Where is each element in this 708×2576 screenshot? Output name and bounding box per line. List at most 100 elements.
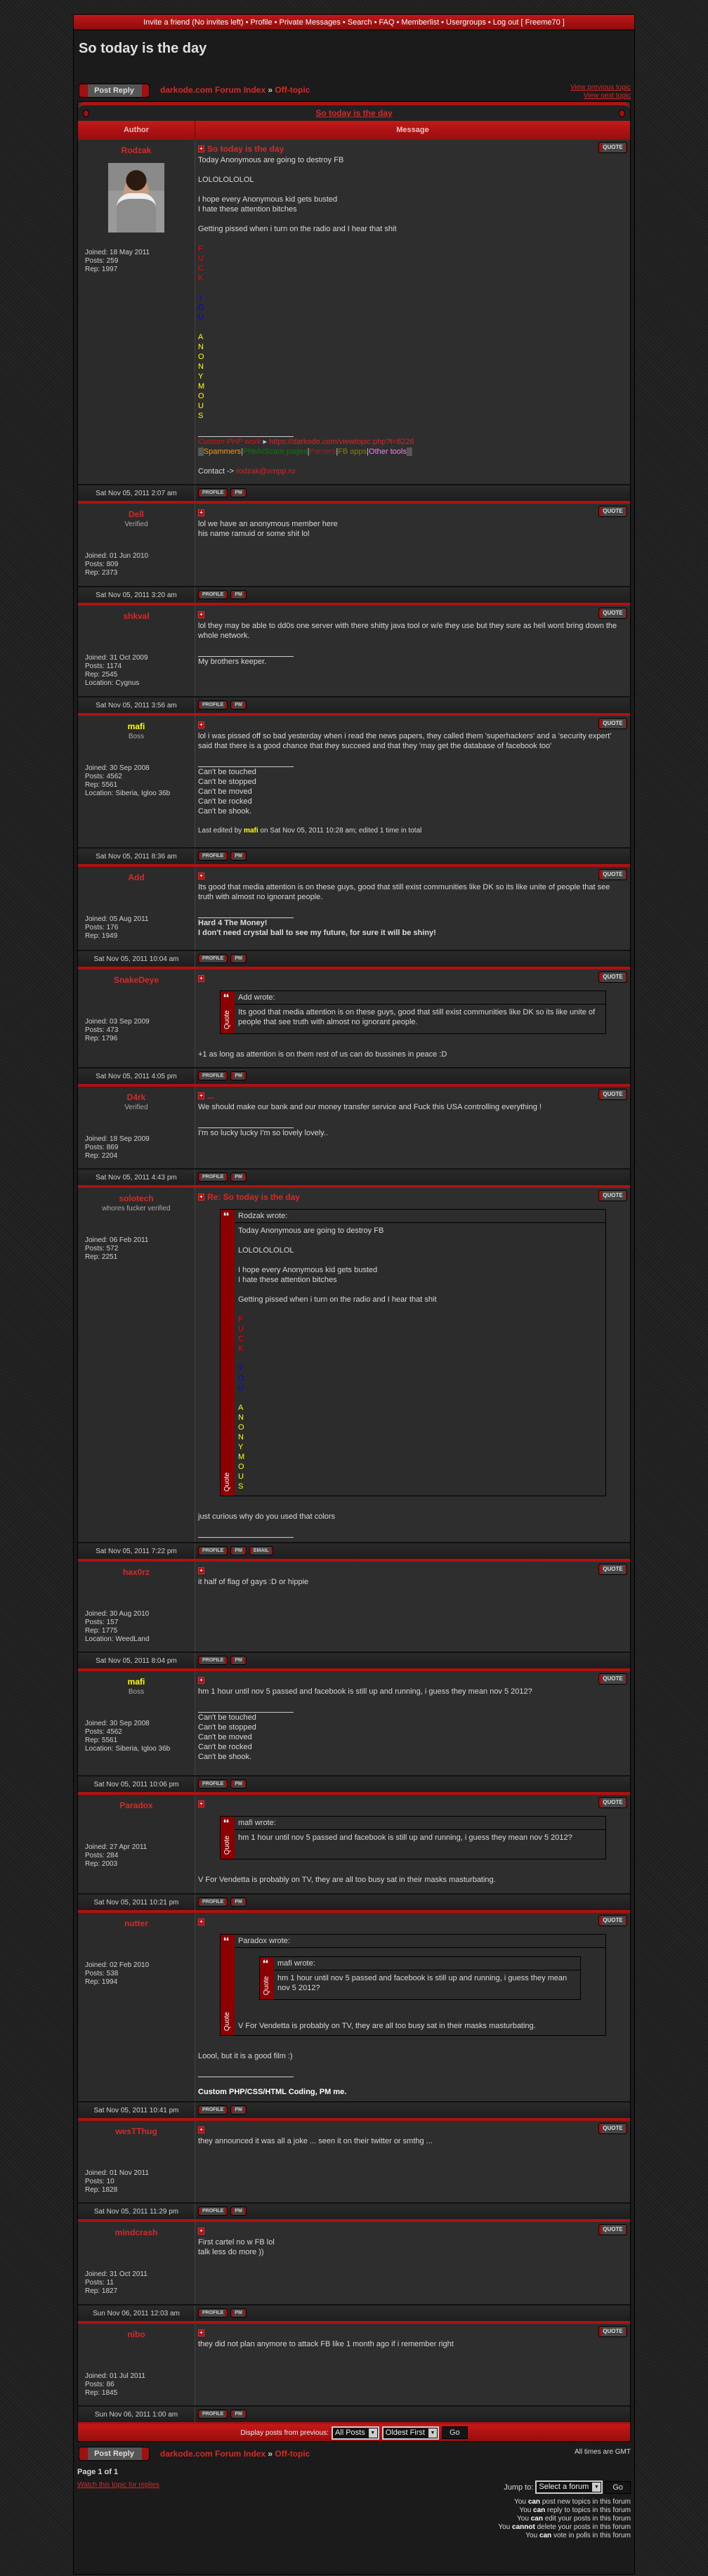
nav-link-private-messages[interactable]: Private Messages xyxy=(279,18,341,27)
profile-button[interactable]: PROFILE xyxy=(198,590,228,599)
quote-button[interactable]: QUOTE xyxy=(598,2224,627,2235)
post-range-select[interactable]: All Posts ▼ xyxy=(331,2426,379,2440)
quote-button[interactable]: QUOTE xyxy=(598,1797,627,1808)
post-icon[interactable]: + xyxy=(198,2228,204,2235)
quote-button[interactable]: QUOTE xyxy=(598,869,627,880)
quote-button[interactable]: QUOTE xyxy=(598,718,627,729)
profile-button[interactable]: PROFILE xyxy=(198,2308,228,2317)
quote-button[interactable]: QUOTE xyxy=(598,608,627,619)
author-name[interactable]: Rodzak xyxy=(121,145,152,155)
profile-button[interactable]: PROFILE xyxy=(198,1779,228,1789)
pm-button[interactable]: PM xyxy=(230,1071,247,1080)
author-name[interactable]: wesTThug xyxy=(115,2126,157,2136)
profile-button[interactable]: PROFILE xyxy=(198,1656,228,1665)
post-icon[interactable]: + xyxy=(198,509,204,516)
watch-topic-link[interactable]: Watch this topic for replies xyxy=(77,2481,159,2489)
pm-button[interactable]: PM xyxy=(230,488,247,497)
email-button[interactable]: EMAIL xyxy=(249,1546,273,1555)
profile-button[interactable]: PROFILE xyxy=(198,954,228,963)
post-icon[interactable]: + xyxy=(198,2329,204,2336)
post-icon[interactable]: + xyxy=(198,1092,204,1099)
author-name[interactable]: nutter xyxy=(124,1918,148,1928)
profile-button[interactable]: PROFILE xyxy=(198,1071,228,1080)
profile-button[interactable]: PROFILE xyxy=(198,700,228,710)
pm-button[interactable]: PM xyxy=(230,700,247,710)
profile-button[interactable]: PROFILE xyxy=(198,488,228,497)
quote-button[interactable]: QUOTE xyxy=(598,1190,627,1201)
jump-go-button[interactable]: Go xyxy=(605,2480,631,2494)
pm-button[interactable]: PM xyxy=(230,2308,247,2317)
pm-button[interactable]: PM xyxy=(230,2410,247,2419)
breadcrumb-forum[interactable]: Off-topic xyxy=(275,85,310,95)
author-name[interactable]: hax0rz xyxy=(122,1567,150,1577)
nav-link-invite-a-friend-no-invites-left[interactable]: Invite a friend (No invites left) xyxy=(143,18,244,27)
pm-button[interactable]: PM xyxy=(230,590,247,599)
pm-button[interactable]: PM xyxy=(230,1546,247,1555)
post: solotech whores fucker verified Joined: 06… xyxy=(78,1185,630,1559)
post-icon[interactable]: + xyxy=(198,1677,204,1684)
author-name[interactable]: SnakeDeye xyxy=(113,975,159,985)
author-name[interactable]: nibo xyxy=(127,2329,145,2339)
post-icon[interactable]: + xyxy=(198,721,204,728)
profile-button[interactable]: PROFILE xyxy=(198,2105,228,2114)
post-icon[interactable]: + xyxy=(198,1567,204,1574)
quote-button[interactable]: QUOTE xyxy=(598,2326,627,2337)
post-icon[interactable]: + xyxy=(198,975,204,982)
nav-link-search[interactable]: Search xyxy=(347,18,372,27)
post-order-select[interactable]: Oldest First ▼ xyxy=(381,2426,439,2440)
view-previous-topic-link[interactable]: View previous topic xyxy=(570,84,631,91)
author-name[interactable]: shkval xyxy=(123,611,150,621)
pm-button[interactable]: PM xyxy=(230,2105,247,2114)
pm-button[interactable]: PM xyxy=(230,1656,247,1665)
author-name[interactable]: solotech xyxy=(119,1194,154,1203)
quote-button[interactable]: QUOTE xyxy=(598,2123,627,2134)
post-icon[interactable]: + xyxy=(198,872,204,880)
quote-button[interactable]: QUOTE xyxy=(598,1915,627,1926)
profile-button[interactable]: PROFILE xyxy=(198,1546,228,1555)
breadcrumb-forum-index[interactable]: darkode.com Forum Index xyxy=(160,2449,266,2459)
post-icon[interactable]: + xyxy=(198,611,204,618)
breadcrumb-forum-index[interactable]: darkode.com Forum Index xyxy=(160,85,266,95)
post-icon[interactable]: + xyxy=(198,1918,204,1926)
nav-link-log-out-freeme70[interactable]: Log out [ Freeme70 ] xyxy=(492,18,565,27)
quote-button[interactable]: QUOTE xyxy=(598,506,627,517)
post-reply-button[interactable]: Post Reply xyxy=(79,2447,150,2461)
pm-button[interactable]: PM xyxy=(230,1779,247,1789)
nav-link-usergroups[interactable]: Usergroups xyxy=(446,18,486,27)
author-name[interactable]: D4rk xyxy=(126,1092,146,1102)
nav-link-faq[interactable]: FAQ xyxy=(379,18,395,27)
post-icon[interactable]: + xyxy=(198,145,204,152)
author-name[interactable]: Add xyxy=(128,872,145,882)
jump-forum-select[interactable]: Select a forum ▼ xyxy=(535,2480,603,2494)
author-name[interactable]: Paradox xyxy=(119,1800,153,1810)
quote-button[interactable]: QUOTE xyxy=(598,1089,627,1100)
pm-button[interactable]: PM xyxy=(230,1172,247,1182)
post-icon[interactable]: + xyxy=(198,2126,204,2133)
display-go-button[interactable]: Go xyxy=(441,2426,468,2439)
breadcrumb-forum[interactable]: Off-topic xyxy=(275,2449,310,2459)
profile-button[interactable]: PROFILE xyxy=(198,1172,228,1182)
profile-button[interactable]: PROFILE xyxy=(198,851,228,861)
profile-button[interactable]: PROFILE xyxy=(198,2410,228,2419)
view-next-topic-link[interactable]: View next topic xyxy=(583,92,631,100)
pm-button[interactable]: PM xyxy=(230,851,247,861)
quote-button[interactable]: QUOTE xyxy=(598,972,627,983)
profile-button[interactable]: PROFILE xyxy=(198,2206,228,2216)
author-name[interactable]: mindcrash xyxy=(114,2228,158,2237)
pm-button[interactable]: PM xyxy=(230,954,247,963)
author-name[interactable]: Dell xyxy=(128,509,144,519)
author-name[interactable]: mafi xyxy=(127,1677,145,1687)
author-name[interactable]: mafi xyxy=(127,721,145,731)
topic-title-link[interactable]: So today is the day xyxy=(315,108,393,118)
post-icon[interactable]: + xyxy=(198,1800,204,1807)
nav-link-memberlist[interactable]: Memberlist xyxy=(401,18,440,27)
pm-button[interactable]: PM xyxy=(230,1897,247,1907)
nav-link-profile[interactable]: Profile xyxy=(250,18,273,27)
profile-button[interactable]: PROFILE xyxy=(198,1897,228,1907)
pm-button[interactable]: PM xyxy=(230,2206,247,2216)
post-icon[interactable]: + xyxy=(198,1194,204,1201)
quote-button[interactable]: QUOTE xyxy=(598,1673,627,1685)
post-reply-button[interactable]: Post Reply xyxy=(79,84,150,98)
quote-button[interactable]: QUOTE xyxy=(598,1564,627,1575)
quote-button[interactable]: QUOTE xyxy=(598,142,627,153)
